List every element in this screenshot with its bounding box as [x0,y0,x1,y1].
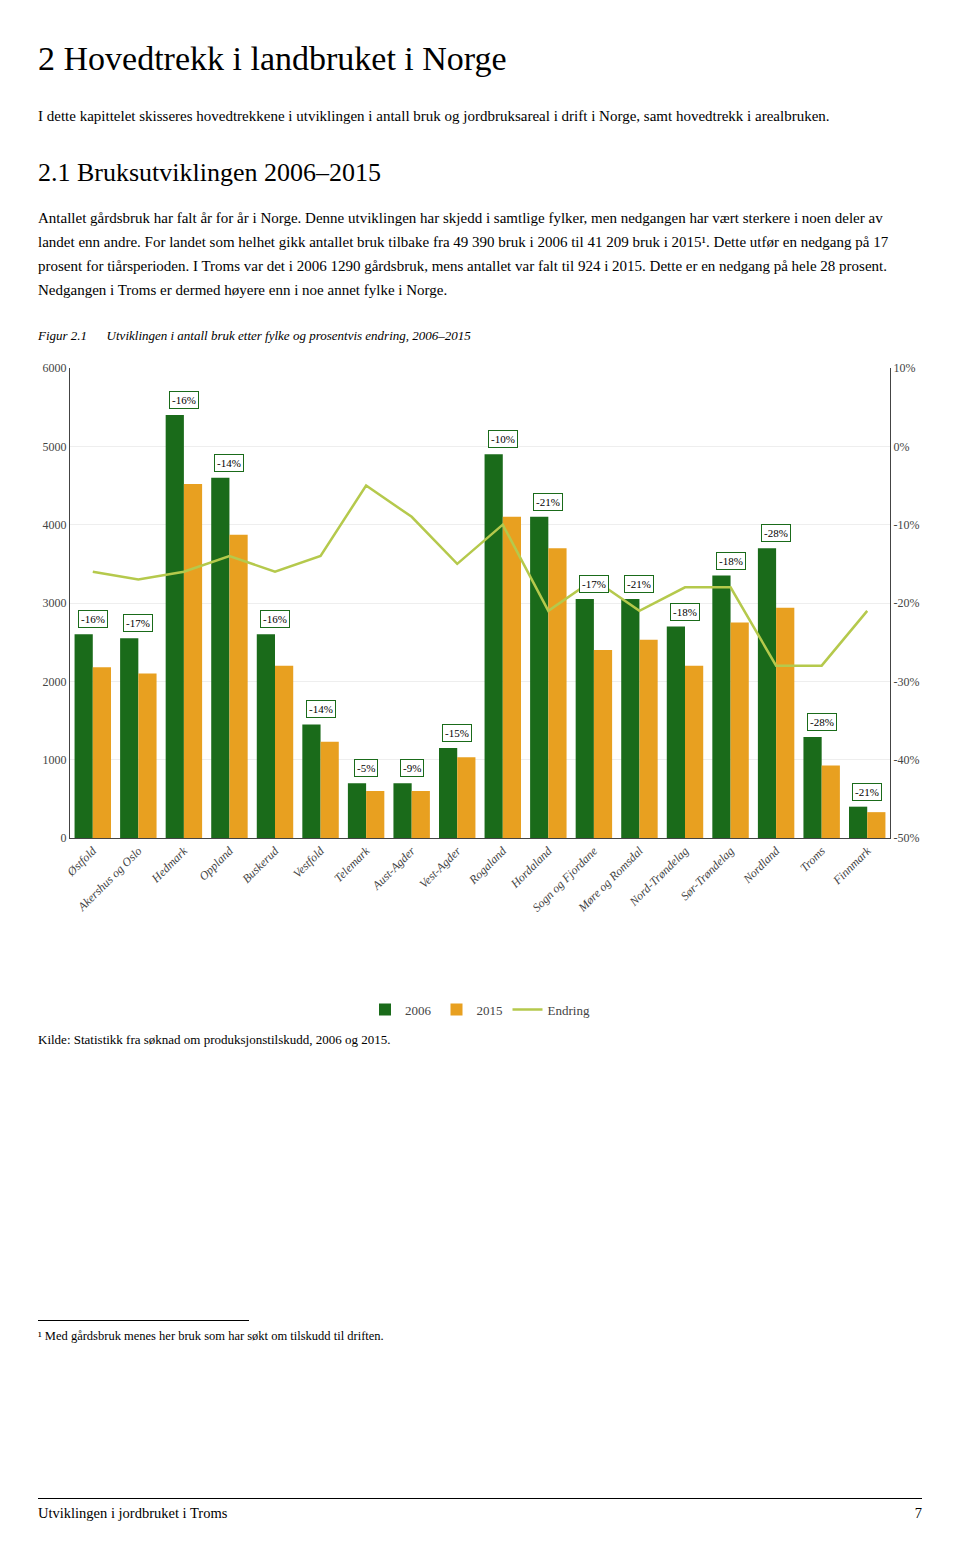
svg-text:Oppland: Oppland [196,843,236,883]
svg-text:2006: 2006 [405,1003,432,1018]
svg-text:5000: 5000 [43,440,67,454]
svg-text:-5%: -5% [357,762,375,774]
svg-text:Hedmark: Hedmark [148,843,191,886]
svg-text:2015: 2015 [477,1003,503,1018]
svg-text:-50%: -50% [893,831,919,845]
svg-text:-16%: -16% [172,394,196,406]
svg-text:-16%: -16% [263,613,287,625]
svg-text:-14%: -14% [217,457,241,469]
svg-text:Nordland: Nordland [740,843,784,887]
svg-text:Vest-Agder: Vest-Agder [416,844,463,891]
svg-text:-17%: -17% [582,578,606,590]
svg-text:Nord-Trøndelag: Nord-Trøndelag [626,844,691,909]
svg-text:-30%: -30% [893,675,919,689]
html-text:2 Hovedtrekk i landbruket i No: 2 Hovedtrekk i landbruket i Norge [38,40,507,77]
svg-text:-28%: -28% [764,527,788,539]
svg-text:1000: 1000 [43,753,67,767]
svg-text:Hordaland: Hordaland [507,843,555,891]
html-text:Kilde: Statistikk fra søknad o: Kilde: Statistikk fra søknad om produksj… [38,1032,391,1047]
svg-text:-14%: -14% [309,703,333,715]
svg-text:-40%: -40% [893,753,919,767]
svg-text:-21%: -21% [536,496,560,508]
svg-text:-21%: -21% [627,578,651,590]
svg-text:3000: 3000 [43,596,67,610]
svg-text:6000: 6000 [43,361,67,375]
svg-text:Finnmark: Finnmark [830,843,875,888]
svg-text:Rogaland: Rogaland [466,843,510,887]
svg-text:-18%: -18% [719,555,743,567]
html-text:I dette kapittelet skisseres h: I dette kapittelet skisseres hovedtrekke… [38,108,830,124]
html-text:Antallet gårdsbruk har falt år: Antallet gårdsbruk har falt år for år i … [38,210,889,298]
svg-text:Buskerud: Buskerud [239,843,282,886]
svg-text:2000: 2000 [43,675,67,689]
svg-text:Endring: Endring [548,1003,590,1018]
svg-text:-20%: -20% [893,596,919,610]
svg-text:-18%: -18% [673,606,697,618]
svg-text:-10%: -10% [491,433,515,445]
svg-text:-21%: -21% [855,786,879,798]
svg-text:-16%: -16% [81,613,105,625]
svg-text:Telemark: Telemark [331,843,373,885]
html-text:Utviklingen i jordbruket i Tro: Utviklingen i jordbruket i Troms [38,1505,228,1521]
svg-text:0%: 0% [893,440,909,454]
svg-text:10%: 10% [893,361,915,375]
svg-text:-15%: -15% [445,727,469,739]
svg-text:-17%: -17% [126,617,150,629]
html-text:Figur 2.1 Utviklingen i antall: Figur 2.1 Utviklingen i antall bruk ette… [38,328,471,343]
html-text:¹ Med gårdsbruk menes her bruk: ¹ Med gårdsbruk menes her bruk som har s… [38,1329,384,1343]
svg-text:Sogn og Fjordane: Sogn og Fjordane [529,843,600,914]
svg-text:-10%: -10% [893,518,919,532]
svg-text:Troms: Troms [797,844,828,875]
svg-text:Sør-Trøndelag: Sør-Trøndelag [678,844,737,903]
svg-text:-28%: -28% [810,716,834,728]
svg-text:Akershus og Oslo: Akershus og Oslo [74,844,144,914]
svg-text:-9%: -9% [403,762,421,774]
html-text:7: 7 [914,1505,922,1521]
svg-text:Vestfold: Vestfold [290,843,327,880]
svg-text:Østfold: Østfold [64,843,100,879]
svg-text:0: 0 [61,831,67,845]
html-text:2.1 Bruksutviklingen 2006–2015: 2.1 Bruksutviklingen 2006–2015 [38,158,382,187]
svg-text:Aust-Agder: Aust-Agder [369,844,418,893]
svg-text:4000: 4000 [43,518,67,532]
svg-text:Møre og Romsdal: Møre og Romsdal [575,843,647,915]
